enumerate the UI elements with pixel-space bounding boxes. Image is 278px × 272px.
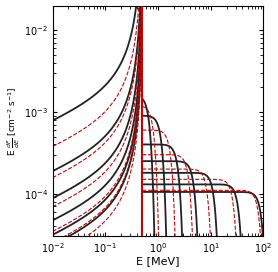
X-axis label: E [MeV]: E [MeV] — [136, 256, 180, 267]
Y-axis label: E $\frac{dF}{dE}$ [cm$^{-2}$ s$^{-1}$]: E $\frac{dF}{dE}$ [cm$^{-2}$ s$^{-1}$] — [6, 86, 22, 156]
